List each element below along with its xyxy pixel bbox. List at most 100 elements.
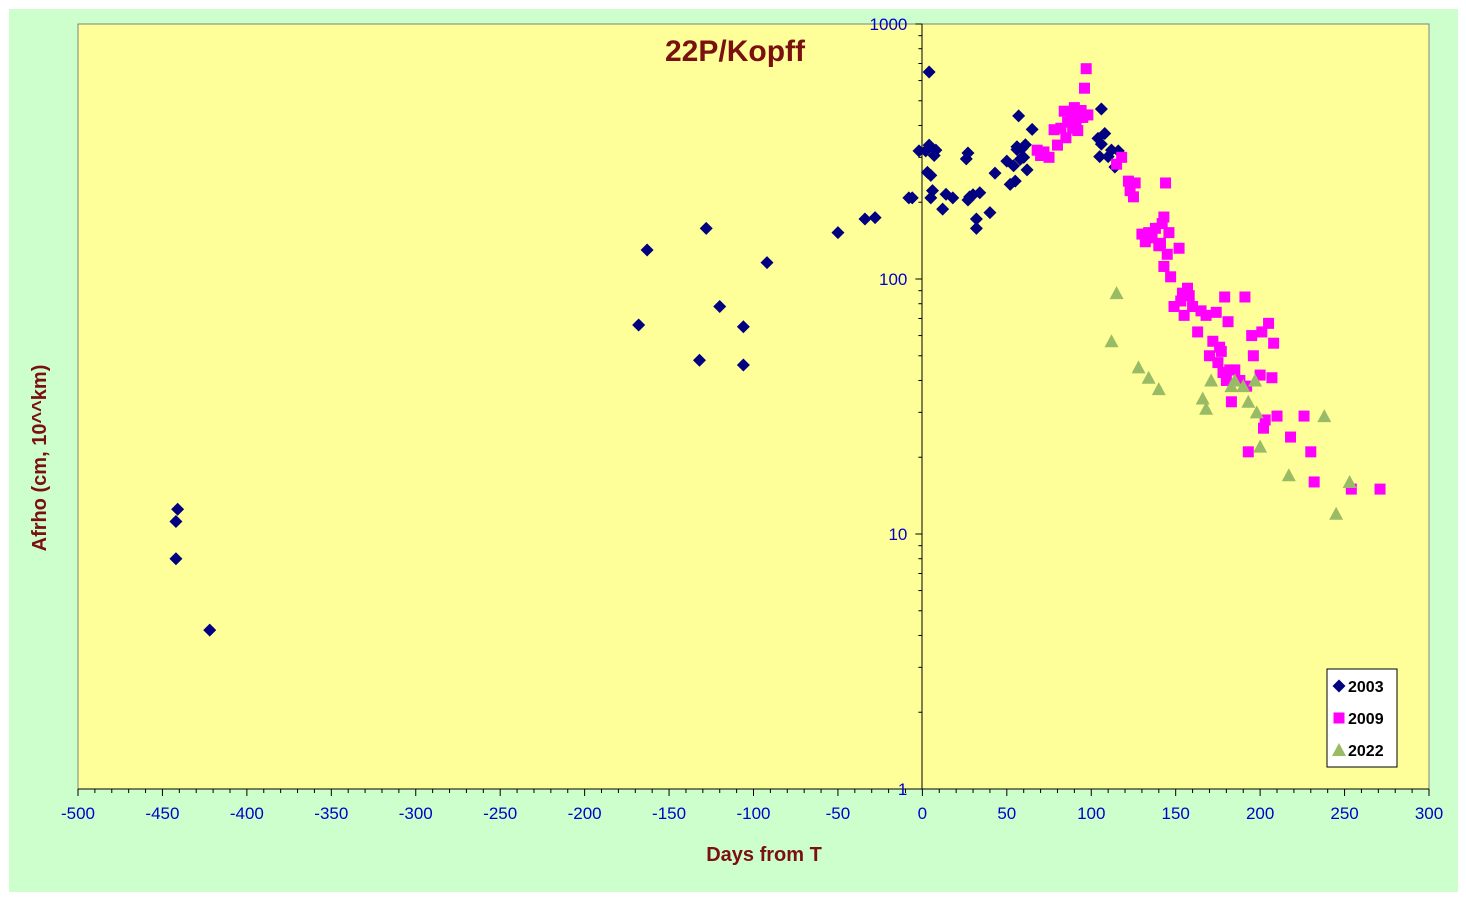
x-tick-label: 250 bbox=[1330, 804, 1358, 823]
data-point bbox=[1129, 177, 1141, 189]
data-point bbox=[1163, 227, 1175, 239]
data-point bbox=[1229, 364, 1241, 376]
data-point bbox=[1070, 118, 1082, 130]
data-point bbox=[1329, 506, 1344, 520]
data-point bbox=[1151, 382, 1166, 396]
data-point bbox=[922, 65, 936, 79]
x-tick-label: -450 bbox=[145, 804, 179, 823]
data-point bbox=[1254, 369, 1266, 381]
data-point bbox=[1111, 158, 1123, 170]
data-point bbox=[1080, 63, 1092, 75]
data-point bbox=[1007, 159, 1021, 173]
x-tick-label: -250 bbox=[483, 804, 517, 823]
data-point bbox=[1253, 439, 1268, 453]
data-point bbox=[1158, 260, 1170, 272]
data-point bbox=[1078, 82, 1090, 94]
data-point bbox=[1259, 414, 1271, 426]
data-point bbox=[1127, 191, 1139, 203]
legend: 2003 2009 2022 bbox=[1326, 668, 1398, 768]
data-point bbox=[1183, 290, 1195, 302]
data-point bbox=[1154, 237, 1166, 249]
data-point bbox=[969, 212, 983, 226]
data-point bbox=[1239, 291, 1251, 303]
data-points bbox=[169, 63, 1386, 637]
data-point bbox=[1263, 317, 1275, 329]
data-point bbox=[1025, 122, 1039, 136]
data-point bbox=[1217, 366, 1229, 378]
data-point bbox=[868, 211, 882, 225]
data-point bbox=[640, 243, 654, 257]
data-point bbox=[1048, 124, 1060, 136]
x-tick-label: -150 bbox=[652, 804, 686, 823]
data-point bbox=[1234, 374, 1246, 386]
data-point bbox=[1246, 330, 1258, 342]
y-tick-label: 1 bbox=[898, 780, 907, 799]
data-point bbox=[203, 623, 217, 637]
data-point bbox=[905, 191, 919, 205]
legend-marker-2009 bbox=[1333, 712, 1345, 724]
data-point bbox=[1266, 372, 1278, 384]
data-point bbox=[1094, 102, 1108, 116]
x-tick-label: -100 bbox=[736, 804, 770, 823]
data-point bbox=[929, 143, 943, 157]
data-point bbox=[1200, 309, 1212, 321]
data-point bbox=[1124, 185, 1136, 197]
series-2009 bbox=[1031, 63, 1386, 495]
x-tick-label: -200 bbox=[568, 804, 602, 823]
data-point bbox=[946, 191, 960, 205]
data-point bbox=[1268, 337, 1280, 349]
x-tick-label: -400 bbox=[230, 804, 264, 823]
data-point bbox=[936, 202, 950, 216]
data-point bbox=[1122, 175, 1134, 187]
x-tick-label: 300 bbox=[1415, 804, 1443, 823]
data-point bbox=[1131, 360, 1146, 374]
data-point bbox=[1178, 309, 1190, 321]
data-point bbox=[1227, 373, 1242, 387]
y-axis-title: Afrho (cm, 10^^km) bbox=[29, 365, 51, 552]
data-point bbox=[1020, 163, 1034, 177]
data-point bbox=[1175, 295, 1187, 307]
data-point bbox=[1345, 483, 1357, 495]
x-tick-label: -300 bbox=[399, 804, 433, 823]
data-point bbox=[760, 256, 774, 270]
data-point bbox=[1109, 286, 1124, 300]
data-point bbox=[1256, 326, 1268, 338]
data-point bbox=[1220, 374, 1232, 386]
data-point bbox=[632, 318, 646, 332]
data-point bbox=[969, 221, 983, 235]
data-point bbox=[1158, 211, 1170, 223]
data-point bbox=[1141, 370, 1156, 384]
data-point bbox=[1247, 350, 1259, 362]
data-point bbox=[1305, 446, 1317, 458]
data-point bbox=[1236, 379, 1251, 393]
data-point bbox=[961, 146, 975, 160]
data-point bbox=[1149, 222, 1161, 234]
x-axis-ticks: -500 -450 -400 -350 -300 -250 -200 -150 -100 -50 0… bbox=[61, 789, 1443, 823]
y-tick-label: 10 bbox=[888, 525, 907, 544]
x-axis-title: Days from T bbox=[706, 844, 822, 866]
data-point bbox=[1082, 109, 1094, 121]
y-tick-label: 100 bbox=[879, 270, 907, 289]
data-point bbox=[736, 320, 750, 334]
data-point bbox=[1060, 132, 1072, 144]
data-point bbox=[1094, 137, 1108, 151]
data-point bbox=[1212, 357, 1224, 369]
data-point bbox=[1098, 127, 1112, 141]
x-tick-label: -350 bbox=[314, 804, 348, 823]
legend-label-2003: 2003 bbox=[1348, 679, 1384, 696]
data-point bbox=[983, 206, 997, 220]
data-point bbox=[1008, 174, 1022, 188]
data-point bbox=[736, 358, 750, 372]
data-point bbox=[1219, 291, 1231, 303]
data-point bbox=[1173, 242, 1185, 254]
data-point bbox=[1165, 271, 1177, 283]
data-point bbox=[831, 226, 845, 240]
data-point bbox=[1285, 431, 1297, 443]
data-point bbox=[1160, 177, 1172, 189]
data-point bbox=[1207, 335, 1219, 347]
data-point bbox=[1012, 109, 1026, 123]
data-point bbox=[1210, 306, 1222, 318]
legend-marker-2022 bbox=[1332, 743, 1346, 756]
data-point bbox=[1161, 248, 1173, 260]
